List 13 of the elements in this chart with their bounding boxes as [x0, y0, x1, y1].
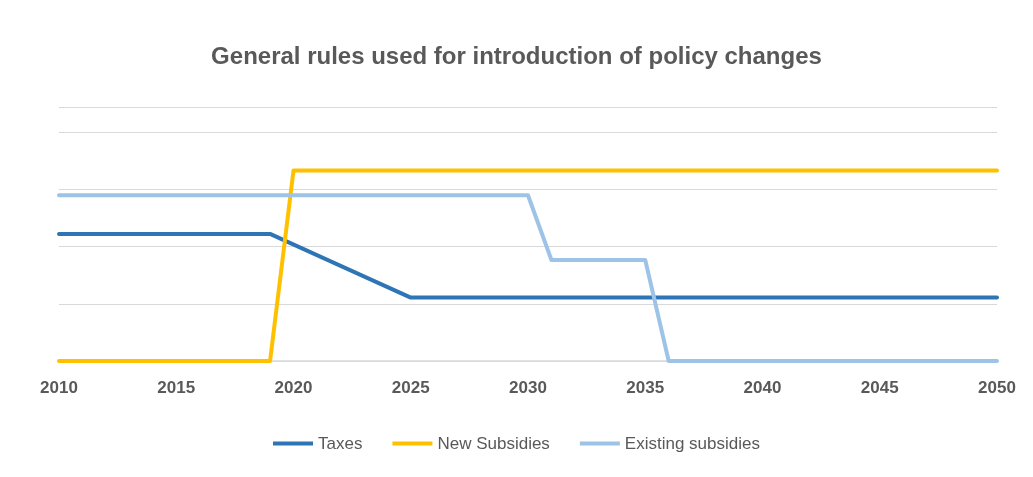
- x-tick-label: 2040: [743, 378, 782, 397]
- chart-title: General rules used for introduction of policy changes: [211, 41, 822, 69]
- legend-label: Existing subsidies: [624, 434, 760, 453]
- x-tick-label: 2010: [40, 378, 78, 397]
- legend-label: New Subsidies: [437, 434, 550, 453]
- x-tick-label: 2030: [509, 378, 547, 397]
- x-tick-label: 2035: [626, 378, 665, 397]
- x-tick-label: 2020: [274, 378, 313, 397]
- legend-label: Taxes: [318, 434, 363, 453]
- x-tick-label: 2045: [860, 378, 899, 397]
- x-tick-label: 2050: [978, 378, 1016, 397]
- x-tick-label: 2015: [157, 378, 196, 397]
- x-tick-label: 2025: [391, 378, 430, 397]
